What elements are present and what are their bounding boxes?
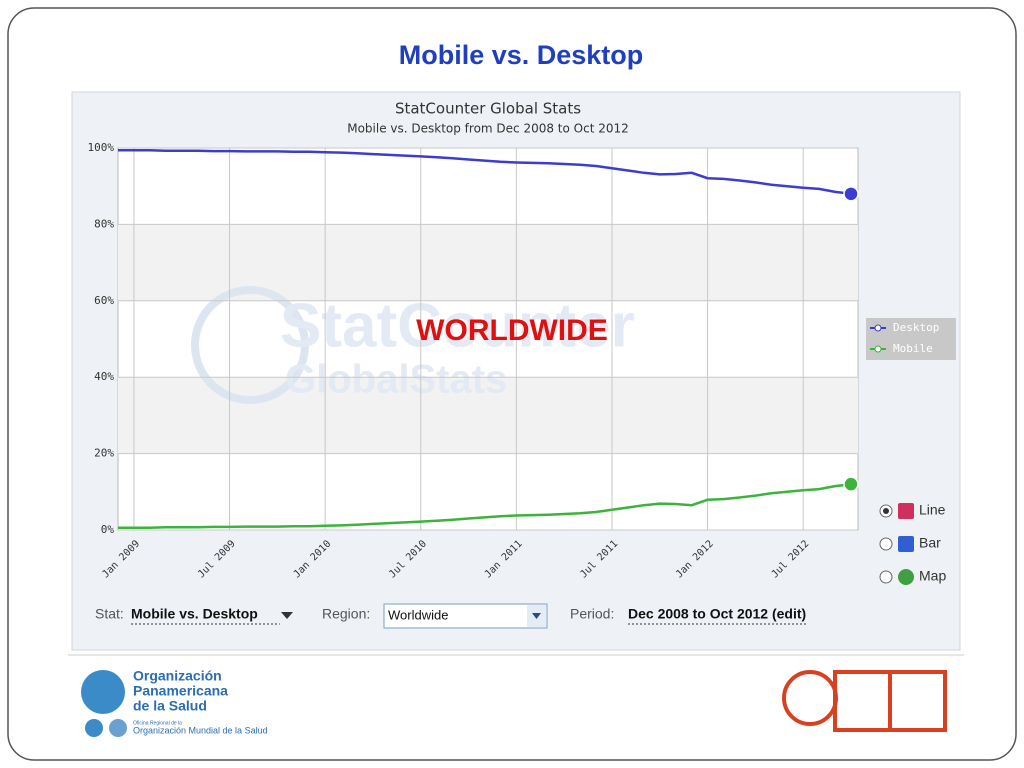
- y-tick-label: 80%: [94, 217, 114, 230]
- y-tick-label: 60%: [94, 294, 114, 307]
- radio[interactable]: [879, 537, 893, 551]
- chart-type-label[interactable]: Map: [919, 568, 946, 584]
- legend-swatch: [874, 345, 882, 353]
- watermark: StatCounter: [280, 291, 635, 360]
- legend-label: Desktop: [893, 321, 939, 334]
- stat-label: Stat:: [95, 606, 124, 622]
- chart-type-label[interactable]: Bar: [919, 535, 941, 551]
- period-label: Period:: [570, 606, 614, 622]
- chart-subtitle: Mobile vs. Desktop from Dec 2008 to Oct …: [347, 122, 629, 136]
- watermark: GlobalStats: [285, 358, 507, 402]
- logo-globe: [81, 670, 125, 714]
- small-line: Oficina Regional de la: [133, 720, 182, 726]
- y-tick-label: 0%: [101, 523, 115, 536]
- end-marker: [843, 186, 859, 202]
- radio-dot: [883, 508, 889, 514]
- y-tick-label: 40%: [94, 370, 114, 383]
- grid-band: [118, 224, 858, 301]
- dropdown-arrow: [281, 612, 293, 619]
- type-icon: [898, 569, 914, 585]
- series-line: [118, 482, 852, 529]
- watermark-globe: [191, 286, 309, 404]
- type-icon: [898, 503, 914, 519]
- slide-title: Mobile vs. Desktop: [399, 40, 644, 70]
- grid-band: [118, 377, 858, 454]
- region-select[interactable]: [383, 603, 548, 629]
- end-marker: [843, 476, 859, 492]
- chart-title: StatCounter Global Stats: [395, 100, 581, 118]
- legend-label: Mobile: [893, 342, 933, 355]
- org-line: Panamericana: [133, 683, 228, 699]
- org-line: Organización: [133, 668, 222, 684]
- stat-value[interactable]: Mobile vs. Desktop: [131, 606, 258, 622]
- select-arrow: [532, 613, 541, 619]
- logo-right: [782, 670, 947, 732]
- region-value: Worldwide: [388, 607, 448, 622]
- logo-small: [109, 719, 127, 737]
- y-tick-label: 100%: [88, 141, 115, 154]
- region-label: Region:: [322, 606, 370, 622]
- period-value[interactable]: Dec 2008 to Oct 2012 (edit): [628, 606, 806, 622]
- type-icon: [898, 536, 914, 552]
- legend-swatch: [874, 324, 882, 332]
- radio[interactable]: [879, 570, 893, 584]
- footer: Organización Panamericana de la Salud Of…: [81, 668, 947, 737]
- legend-box: [866, 318, 956, 360]
- chart-type-label[interactable]: Line: [919, 502, 946, 518]
- logo-small: [85, 719, 103, 737]
- series-line: [118, 149, 852, 196]
- annotation: WORLDWIDE: [416, 314, 608, 347]
- plot-area: [117, 147, 859, 531]
- y-tick-label: 20%: [94, 447, 114, 460]
- who-line: Organización Mundial de la Salud: [133, 725, 268, 735]
- org-line: de la Salud: [133, 698, 207, 714]
